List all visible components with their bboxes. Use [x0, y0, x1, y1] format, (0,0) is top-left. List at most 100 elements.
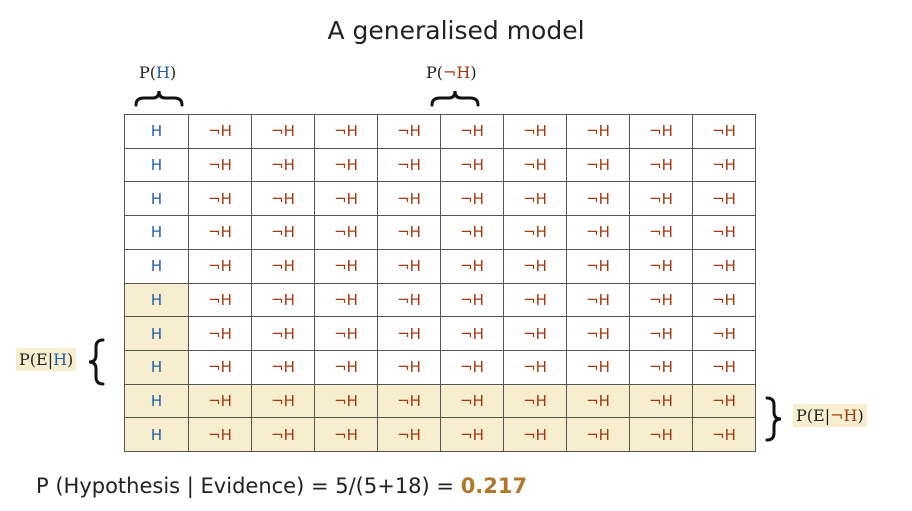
grid-cell-not-h: ¬H: [252, 418, 315, 452]
grid-cell-not-h: ¬H: [315, 283, 378, 318]
grid-cell-not-h: ¬H: [252, 384, 315, 419]
grid-cell-not-h: ¬H: [504, 115, 567, 149]
grid-cell-h: H: [125, 249, 189, 284]
formula: P (Hypothesis | Evidence) = 5/(5+18) = 0…: [36, 474, 527, 498]
grid-cell-not-h: ¬H: [567, 249, 630, 284]
grid-cell-not-h: ¬H: [504, 216, 567, 250]
grid-cell-not-h: ¬H: [630, 317, 693, 351]
grid-cell-not-h: ¬H: [693, 418, 756, 452]
grid-cell-h: H: [125, 182, 189, 217]
grid-cell-not-h: ¬H: [441, 249, 504, 284]
grid-cell-not-h: ¬H: [189, 249, 252, 284]
grid-cell-not-h: ¬H: [630, 418, 693, 452]
grid-cell-not-h: ¬H: [693, 115, 756, 149]
grid-cell-h: H: [125, 216, 189, 250]
grid-cell-not-h: ¬H: [378, 249, 441, 284]
grid-cell-not-h: ¬H: [630, 216, 693, 250]
grid-cell-not-h: ¬H: [567, 148, 630, 183]
grid-cell-not-h: ¬H: [693, 350, 756, 385]
grid-cell-not-h: ¬H: [252, 115, 315, 149]
grid-cell-not-h: ¬H: [315, 384, 378, 419]
grid-cell-not-h: ¬H: [693, 249, 756, 284]
grid-cell-h: H: [125, 148, 189, 183]
grid-cell-not-h: ¬H: [315, 182, 378, 217]
grid-cell-h: H: [125, 418, 189, 452]
grid-cell-not-h: ¬H: [189, 182, 252, 217]
grid-cell-not-h: ¬H: [189, 350, 252, 385]
grid-cell-not-h: ¬H: [378, 384, 441, 419]
grid-cell-not-h: ¬H: [315, 249, 378, 284]
grid-cell-h: H: [125, 283, 189, 318]
p-not-h-brace-icon: [430, 90, 480, 107]
grid-cell-not-h: ¬H: [315, 350, 378, 385]
grid-cell-not-h: ¬H: [189, 216, 252, 250]
grid-cell-not-h: ¬H: [630, 283, 693, 318]
grid-cell-not-h: ¬H: [378, 216, 441, 250]
grid-cell-not-h: ¬H: [630, 182, 693, 217]
grid-cell-not-h: ¬H: [189, 418, 252, 452]
grid-cell-not-h: ¬H: [504, 148, 567, 183]
grid-cell-not-h: ¬H: [630, 249, 693, 284]
grid-cell-not-h: ¬H: [630, 384, 693, 419]
formula-expression: P (Hypothesis | Evidence) = 5/(5+18) =: [36, 474, 461, 498]
p-e-given-h-brace-icon: [88, 338, 105, 386]
grid-cell-not-h: ¬H: [567, 317, 630, 351]
p-not-h-label: P(¬H): [426, 63, 477, 82]
grid-cell-not-h: ¬H: [441, 148, 504, 183]
grid-cell-not-h: ¬H: [378, 182, 441, 217]
grid-cell-not-h: ¬H: [315, 317, 378, 351]
grid-cell-h: H: [125, 115, 189, 149]
grid-cell-not-h: ¬H: [567, 418, 630, 452]
grid-cell-not-h: ¬H: [504, 418, 567, 452]
grid-cell-not-h: ¬H: [567, 283, 630, 318]
grid-cell-not-h: ¬H: [693, 317, 756, 351]
grid-cell-not-h: ¬H: [441, 317, 504, 351]
grid-cell-h: H: [125, 350, 189, 385]
grid-cell-h: H: [125, 384, 189, 419]
grid-cell-not-h: ¬H: [378, 418, 441, 452]
grid-cell-not-h: ¬H: [567, 216, 630, 250]
grid-cell-not-h: ¬H: [567, 115, 630, 149]
grid-cell-not-h: ¬H: [189, 115, 252, 149]
grid-cell-not-h: ¬H: [630, 148, 693, 183]
grid-cell-not-h: ¬H: [378, 115, 441, 149]
grid-cell-not-h: ¬H: [189, 384, 252, 419]
grid-cell-not-h: ¬H: [504, 350, 567, 385]
p-e-given-h-label: P(E|H): [16, 348, 77, 371]
population-grid: H ¬H ¬H ¬H ¬H ¬H ¬H ¬H ¬H ¬H H ¬H ¬H ¬H ¬H ¬H ¬H ¬H ¬H ¬H H ¬…: [124, 114, 756, 452]
grid-cell-not-h: ¬H: [567, 182, 630, 217]
grid-cell-not-h: ¬H: [504, 249, 567, 284]
grid-cell-not-h: ¬H: [693, 182, 756, 217]
grid-cell-not-h: ¬H: [378, 148, 441, 183]
grid-cell-not-h: ¬H: [504, 384, 567, 419]
grid-cell-not-h: ¬H: [252, 216, 315, 250]
grid-cell-not-h: ¬H: [252, 283, 315, 318]
grid-cell-not-h: ¬H: [567, 350, 630, 385]
grid-cell-not-h: ¬H: [378, 317, 441, 351]
grid-cell-not-h: ¬H: [315, 148, 378, 183]
grid-cell-not-h: ¬H: [441, 115, 504, 149]
grid-cell-not-h: ¬H: [252, 182, 315, 217]
grid-cell-not-h: ¬H: [630, 350, 693, 385]
grid-cell-not-h: ¬H: [504, 182, 567, 217]
p-e-given-not-h-label: P(E|¬H): [793, 404, 867, 427]
grid-cell-not-h: ¬H: [441, 182, 504, 217]
grid-cell-not-h: ¬H: [693, 216, 756, 250]
grid-cell-not-h: ¬H: [630, 115, 693, 149]
grid-cell-not-h: ¬H: [315, 115, 378, 149]
grid-cell-not-h: ¬H: [441, 216, 504, 250]
grid-cell-not-h: ¬H: [441, 283, 504, 318]
p-h-brace-icon: [134, 90, 184, 107]
slide-title: A generalised model: [327, 16, 585, 45]
grid-cell-not-h: ¬H: [252, 148, 315, 183]
p-e-given-not-h-brace-icon: [765, 396, 782, 442]
formula-result: 0.217: [460, 474, 528, 498]
grid-cell-not-h: ¬H: [504, 283, 567, 318]
grid-cell-not-h: ¬H: [567, 384, 630, 419]
grid-cell-not-h: ¬H: [252, 350, 315, 385]
grid-cell-not-h: ¬H: [693, 148, 756, 183]
grid-cell-not-h: ¬H: [378, 283, 441, 318]
grid-cell-not-h: ¬H: [315, 418, 378, 452]
grid-cell-not-h: ¬H: [252, 317, 315, 351]
grid-cell-not-h: ¬H: [252, 249, 315, 284]
